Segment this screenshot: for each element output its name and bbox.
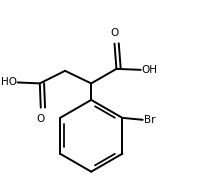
Text: OH: OH	[142, 65, 158, 75]
Text: HO: HO	[1, 77, 17, 87]
Text: Br: Br	[144, 115, 155, 125]
Text: O: O	[110, 28, 119, 38]
Text: O: O	[37, 114, 45, 125]
